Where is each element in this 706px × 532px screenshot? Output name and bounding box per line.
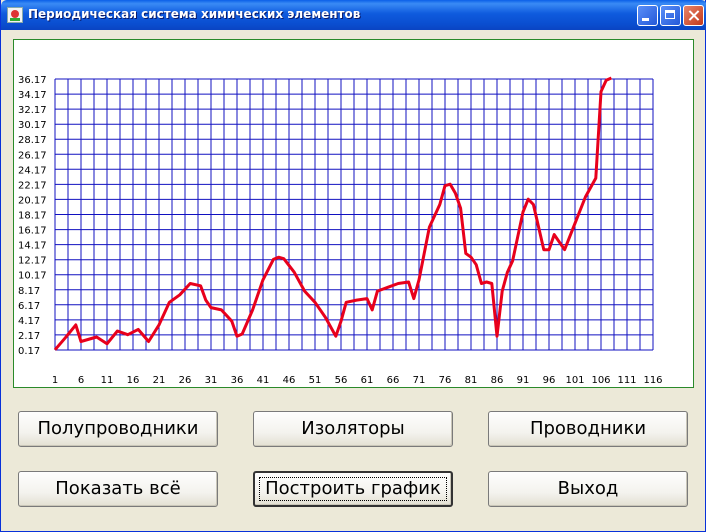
x-tick-label: 81 <box>465 375 478 386</box>
y-tick-label: 36.17 <box>18 75 47 86</box>
x-tick-label: 116 <box>643 375 662 386</box>
x-tick-label: 1 <box>52 375 58 386</box>
y-tick-label: 18.17 <box>18 211 47 222</box>
x-tick-label: 96 <box>543 375 556 386</box>
x-tick-label: 6 <box>78 375 84 386</box>
y-tick-label: 14.17 <box>18 241 47 252</box>
x-tick-label: 106 <box>591 375 610 386</box>
x-tick-label: 91 <box>517 375 530 386</box>
x-tick-label: 31 <box>205 375 218 386</box>
y-tick-label: 28.17 <box>18 135 47 146</box>
y-tick-label: 10.17 <box>18 271 47 282</box>
title-bar[interactable]: Периодическая система химических элемент… <box>1 0 706 30</box>
conductors-button[interactable]: Проводники <box>488 411 688 447</box>
y-tick-label: 20.17 <box>18 195 47 206</box>
x-tick-label: 21 <box>153 375 166 386</box>
x-tick-label: 26 <box>179 375 192 386</box>
window-title: Периодическая система химических элемент… <box>28 7 361 21</box>
x-tick-label: 56 <box>335 375 348 386</box>
show-all-button[interactable]: Показать всё <box>18 471 218 507</box>
y-tick-label: 26.17 <box>18 150 47 161</box>
y-tick-label: 16.17 <box>18 226 47 237</box>
y-tick-label: 12.17 <box>18 256 47 267</box>
x-tick-label: 46 <box>283 375 296 386</box>
y-tick-label: 34.17 <box>18 90 47 101</box>
y-tick-label: 4.17 <box>18 316 40 327</box>
chart-panel: 0.17 2.17 4.17 6.17 8.17 10.17 12.17 14.17 16.17… <box>13 39 694 388</box>
x-tick-label: 111 <box>617 375 636 386</box>
x-tick-label: 41 <box>257 375 270 386</box>
x-tick-label: 101 <box>565 375 584 386</box>
x-tick-label: 61 <box>361 375 374 386</box>
app-icon[interactable] <box>7 7 23 23</box>
x-tick-label: 51 <box>309 375 322 386</box>
y-tick-label: 22.17 <box>18 180 47 191</box>
y-tick-label: 32.17 <box>18 105 47 116</box>
insulators-button[interactable]: Изоляторы <box>253 411 453 447</box>
build-chart-button[interactable]: Построить график <box>253 471 453 507</box>
x-tick-label: 66 <box>387 375 400 386</box>
x-tick-label: 11 <box>101 375 114 386</box>
exit-button[interactable]: Выход <box>488 471 688 507</box>
maximize-button[interactable] <box>660 5 681 26</box>
y-tick-label: 0.17 <box>18 346 40 357</box>
series-line <box>53 76 613 351</box>
y-tick-label: 24.17 <box>18 165 47 176</box>
x-tick-label: 71 <box>413 375 426 386</box>
y-tick-label: 30.17 <box>18 120 47 131</box>
y-tick-label: 2.17 <box>18 331 40 342</box>
x-tick-label: 86 <box>491 375 504 386</box>
x-tick-label: 16 <box>127 375 140 386</box>
x-tick-label: 36 <box>231 375 244 386</box>
semiconductors-button[interactable]: Полупроводники <box>18 411 218 447</box>
line-chart: 0.17 2.17 4.17 6.17 8.17 10.17 12.17 14.17 16.17… <box>18 75 663 386</box>
y-tick-label: 6.17 <box>18 301 40 312</box>
y-tick-label: 8.17 <box>18 286 40 297</box>
minimize-button[interactable] <box>637 5 658 26</box>
x-tick-label: 76 <box>439 375 452 386</box>
close-button[interactable] <box>683 5 704 26</box>
